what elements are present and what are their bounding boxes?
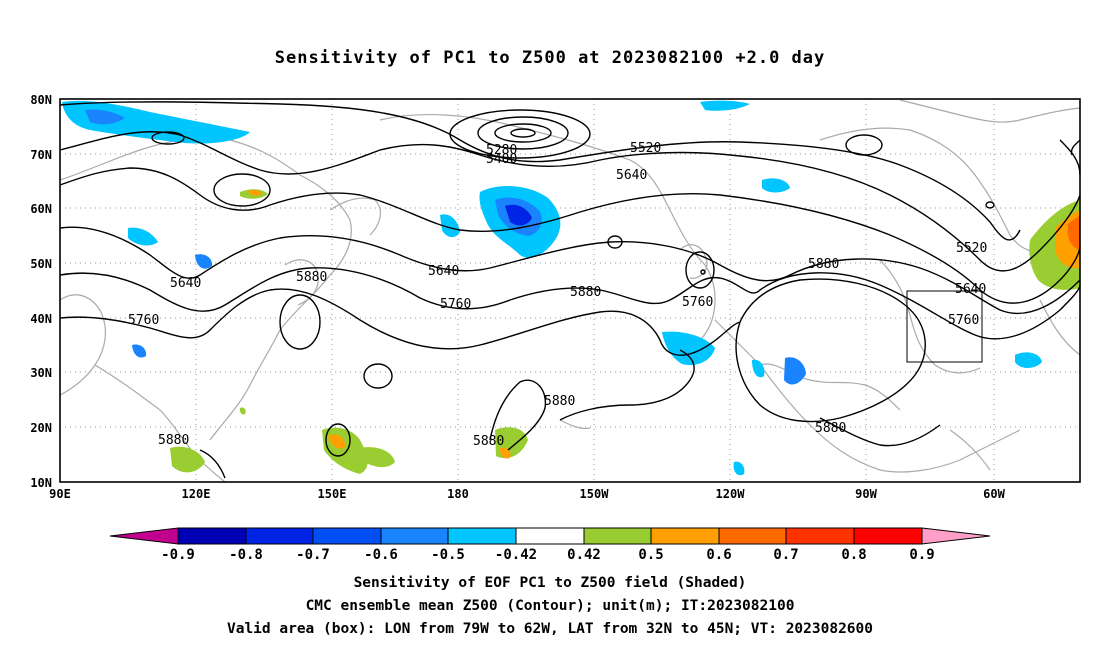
lon-label: 90E <box>49 487 71 501</box>
colorbar-label: -0.6 <box>364 547 398 563</box>
colorbar-label: -0.5 <box>431 547 465 563</box>
colorbar-label: 0.8 <box>841 547 866 563</box>
colorbar-label: -0.8 <box>229 547 263 563</box>
contour-label: 5760 <box>128 313 159 328</box>
longitude-labels: 90E 120E 150E 180 150W 120W 90W 60W <box>49 487 1005 501</box>
lat-label: 70N <box>30 148 52 162</box>
colorbar-label: -0.7 <box>296 547 330 563</box>
contour-label: 5760 <box>682 295 713 310</box>
lon-label: 90W <box>855 487 877 501</box>
colorbar-segment <box>312 527 382 545</box>
map-title: Sensitivity of PC1 to Z500 at 2023082100… <box>274 48 826 68</box>
lon-label: 180 <box>447 487 469 501</box>
colorbar-label: 0.5 <box>638 547 663 563</box>
coastlines <box>59 99 1081 483</box>
z500-contours <box>59 101 1081 479</box>
colorbar-segment <box>718 527 787 545</box>
colorbar-label: -0.9 <box>161 547 195 563</box>
colorbar-label: 0.6 <box>706 547 731 563</box>
lat-label: 60N <box>30 202 52 216</box>
caption-shading: Sensitivity of EOF PC1 to Z500 field (Sh… <box>353 575 747 591</box>
colorbar-segment <box>177 527 247 545</box>
lat-label: 80N <box>30 93 52 107</box>
contour-label: 5640 <box>428 264 459 279</box>
contour-label: 5880 <box>570 285 601 300</box>
lat-label: 50N <box>30 257 52 271</box>
contour-label: 5880 <box>473 434 504 449</box>
colorbar-segment <box>447 527 517 545</box>
colorbar-left-arrow <box>109 527 179 545</box>
lat-label: 40N <box>30 312 52 326</box>
lon-label: 60W <box>983 487 1005 501</box>
caption-contour: CMC ensemble mean Z500 (Contour); unit(m… <box>305 598 795 614</box>
lat-label: 30N <box>30 366 52 380</box>
contour-label: 5760 <box>440 297 471 312</box>
colorbar-segment <box>785 527 855 545</box>
map-frame <box>59 98 1081 483</box>
lon-label: 120E <box>182 487 211 501</box>
colorbar-segment <box>650 527 720 545</box>
caption-valid-area: Valid area (box): LON from 79W to 62W, L… <box>226 621 873 637</box>
colorbar-segment <box>853 527 923 545</box>
contour-label: 5880 <box>296 270 327 285</box>
colorbar-segment <box>380 527 449 545</box>
colorbar <box>109 527 991 545</box>
colorbar-segment <box>245 527 314 545</box>
lat-label: 20N <box>30 421 52 435</box>
map-grid <box>60 99 1080 482</box>
contour-label: 5640 <box>955 282 986 297</box>
contour-label: 5280 <box>486 143 517 158</box>
colorbar-segment <box>515 527 585 545</box>
colorbar-label: 0.42 <box>567 547 601 563</box>
colorbar-right-arrow <box>921 527 991 545</box>
colorbar-label: 0.9 <box>909 547 934 563</box>
contour-labels: 5280 5400 5520 5640 5640 5640 5760 5880 … <box>128 141 987 449</box>
lon-label: 150E <box>318 487 347 501</box>
contour-label: 5880 <box>815 421 846 436</box>
contour-label: 5640 <box>170 276 201 291</box>
contour-label: 5880 <box>158 433 189 448</box>
colorbar-labels: -0.9 -0.8 -0.7 -0.6 -0.5 -0.42 0.42 0.5 … <box>161 547 935 563</box>
colorbar-segment <box>583 527 652 545</box>
lon-label: 120W <box>716 487 746 501</box>
contour-label: 5400 <box>486 152 517 167</box>
colorbar-label: -0.42 <box>495 547 537 563</box>
contour-label: 5520 <box>630 141 661 156</box>
latitude-labels: 80N 70N 60N 50N 40N 30N 20N 10N <box>30 93 52 490</box>
lon-label: 150W <box>580 487 610 501</box>
contour-label: 5640 <box>616 168 647 183</box>
colorbar-label: 0.7 <box>773 547 798 563</box>
contour-label: 5880 <box>544 394 575 409</box>
contour-label: 5760 <box>948 313 979 328</box>
valid-area-box <box>906 290 983 363</box>
contour-label: 5520 <box>956 241 987 256</box>
sensitivity-shading <box>62 100 1080 476</box>
contour-label: 5880 <box>808 257 839 272</box>
lat-label: 10N <box>30 476 52 490</box>
